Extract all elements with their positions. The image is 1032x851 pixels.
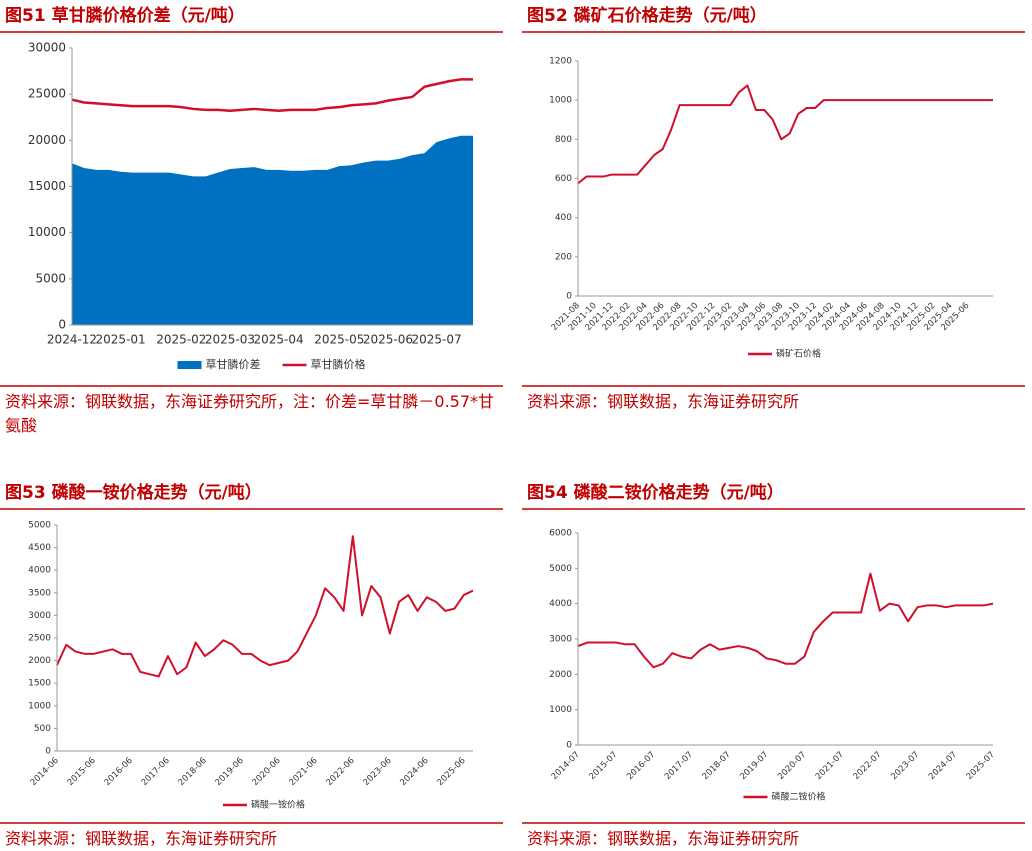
x-tick-label: 2025-04 — [254, 333, 304, 347]
chart-title: 图54 磷酸二铵价格走势（元/吨） — [527, 482, 784, 503]
chart-title: 图52 磷矿石价格走势（元/吨） — [527, 5, 767, 26]
y-tick-label: 2000 — [28, 656, 51, 666]
y-tick-label: 600 — [555, 174, 572, 184]
y-tick-label: 1000 — [549, 96, 572, 106]
y-tick-label: 0 — [45, 747, 51, 757]
legend-label: 草甘膦价格 — [311, 357, 366, 371]
legend-swatch — [177, 361, 202, 369]
y-tick-label: 5000 — [549, 564, 572, 574]
y-tick-label: 30000 — [28, 41, 66, 55]
line — [577, 572, 994, 669]
y-tick-label: 3000 — [28, 611, 51, 621]
y-tick-label: 0 — [58, 318, 66, 332]
y-tick-label: 3500 — [28, 588, 51, 598]
line — [71, 78, 473, 113]
x-tick-label: 2025-07 — [411, 333, 461, 347]
x-tick-label: 2015-06 — [66, 756, 98, 788]
x-tick-label: 2025-03 — [205, 333, 255, 347]
y-tick-label: 400 — [555, 213, 572, 223]
source-note: 资料来源：钢联数据，东海证券研究所 — [527, 392, 800, 411]
x-tick-label: 2015-07 — [587, 750, 619, 782]
x-tick-label: 2018-07 — [701, 750, 733, 782]
y-tick-label: 1500 — [28, 679, 51, 689]
source-note: 资料来源：钢联数据，东海证券研究所 — [5, 829, 278, 848]
y-tick-label: 500 — [34, 724, 51, 734]
x-tick-label: 2024-07 — [927, 750, 959, 782]
x-tick-label: 2024-12 — [47, 333, 97, 347]
y-tick-label: 4500 — [28, 543, 51, 553]
x-tick-label: 2016-06 — [103, 756, 135, 788]
y-tick-label: 3000 — [549, 635, 572, 645]
x-tick-label: 2022-07 — [852, 750, 884, 782]
legend-label: 磷酸二铵价格 — [772, 791, 826, 803]
y-tick-label: 20000 — [28, 133, 66, 147]
legend-label: 草甘膦价差 — [206, 357, 261, 371]
x-tick-label: 2025-07 — [965, 750, 997, 782]
y-tick-label: 5000 — [35, 271, 66, 285]
chart-title: 图53 磷酸一铵价格走势（元/吨） — [5, 482, 262, 503]
x-tick-label: 2024-06 — [398, 756, 430, 788]
x-tick-label: 2016-07 — [625, 750, 657, 782]
y-tick-label: 0 — [566, 292, 572, 302]
line — [577, 84, 993, 185]
x-tick-label: 2020-06 — [251, 756, 283, 788]
x-tick-label: 2025-06 — [435, 756, 467, 788]
x-tick-label: 2025-06 — [363, 333, 413, 347]
y-tick-label: 1200 — [549, 57, 572, 67]
y-tick-label: 15000 — [28, 179, 66, 193]
x-tick-label: 2014-06 — [29, 756, 61, 788]
y-tick-label: 1000 — [549, 705, 572, 715]
x-tick-label: 2019-07 — [738, 750, 770, 782]
x-tick-label: 2023-07 — [889, 750, 921, 782]
y-tick-label: 10000 — [28, 225, 66, 239]
x-tick-label: 2023-06 — [362, 756, 394, 788]
x-tick-label: 2022-06 — [325, 756, 357, 788]
x-tick-label: 2017-07 — [663, 750, 695, 782]
x-tick-label: 2025-01 — [96, 333, 146, 347]
legend-label: 磷酸一铵价格 — [251, 799, 305, 811]
x-tick-label: 2025-05 — [314, 333, 364, 347]
y-tick-label: 1000 — [28, 701, 51, 711]
x-tick-label: 2021-07 — [814, 750, 846, 782]
x-tick-label: 2021-06 — [288, 756, 320, 788]
source-note: 资料来源：钢联数据，东海证券研究所 — [527, 829, 800, 848]
y-tick-label: 2500 — [28, 634, 51, 644]
y-tick-label: 800 — [555, 135, 572, 145]
y-tick-label: 5000 — [28, 521, 51, 531]
y-tick-label: 4000 — [28, 566, 51, 576]
y-tick-label: 0 — [566, 741, 572, 751]
x-tick-label: 2025-02 — [156, 333, 206, 347]
x-tick-label: 2020-07 — [776, 750, 808, 782]
x-tick-label: 2019-06 — [214, 756, 246, 788]
x-tick-label: 2018-06 — [177, 756, 209, 788]
y-tick-label: 200 — [555, 252, 572, 262]
legend-label: 磷矿石价格 — [776, 348, 821, 360]
line — [56, 535, 474, 678]
y-tick-label: 4000 — [549, 599, 572, 609]
x-tick-label: 2017-06 — [140, 756, 172, 788]
chart-title: 图51 草甘膦价格价差（元/吨） — [5, 5, 245, 26]
y-tick-label: 6000 — [549, 529, 572, 539]
source-note: 资料来源：钢联数据，东海证券研究所，注：价差=草甘膦－0.57*甘氨酸 — [5, 392, 495, 435]
x-tick-label: 2014-07 — [550, 750, 582, 782]
y-tick-label: 2000 — [549, 670, 572, 680]
y-tick-label: 25000 — [28, 87, 66, 101]
area — [72, 135, 473, 325]
